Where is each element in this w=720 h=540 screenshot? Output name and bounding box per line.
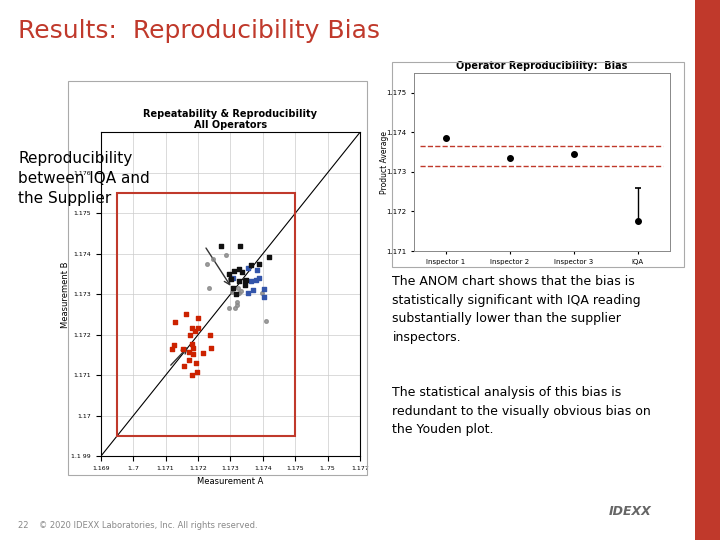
Point — [183, 356, 194, 364]
Point — [261, 316, 272, 325]
Point — [187, 349, 199, 358]
Point — [202, 260, 213, 269]
Point — [220, 251, 232, 260]
Point — [184, 331, 195, 340]
Text: IDEXX: IDEXX — [608, 505, 651, 518]
Point — [186, 371, 197, 380]
Text: Results:  Reproducibility Bias: Results: Reproducibility Bias — [18, 19, 380, 43]
Point — [225, 274, 237, 283]
Text: Reproducibility
between IQA and
the Supplier: Reproducibility between IQA and the Supp… — [18, 151, 150, 206]
Point — [187, 343, 199, 352]
Point — [233, 277, 245, 286]
Point — [205, 344, 217, 353]
Point — [177, 345, 189, 353]
Title: Operator Reproducibility:  Bias: Operator Reproducibility: Bias — [456, 60, 628, 71]
Point — [228, 267, 240, 275]
Point — [181, 310, 192, 319]
Point — [227, 284, 238, 292]
Point — [253, 259, 264, 268]
Point — [240, 276, 252, 285]
Point — [190, 359, 202, 368]
Point — [247, 286, 258, 294]
Point — [226, 287, 238, 296]
Point — [207, 254, 218, 263]
Point — [169, 318, 181, 327]
Point — [166, 345, 177, 353]
Point — [246, 261, 257, 269]
Point — [192, 323, 204, 332]
Point — [253, 274, 264, 282]
Title: Repeatability & Reproducibility
All Operators: Repeatability & Reproducibility All Oper… — [143, 109, 318, 130]
Point — [192, 314, 204, 322]
Point — [236, 268, 248, 276]
Point — [240, 280, 251, 289]
Point — [192, 368, 203, 376]
Point — [216, 241, 228, 250]
Point — [223, 303, 235, 312]
Bar — [117, 193, 295, 436]
Point — [235, 287, 247, 296]
Point — [227, 274, 238, 282]
Point — [197, 349, 209, 357]
Point — [258, 284, 270, 293]
Point — [251, 266, 263, 275]
Point — [179, 362, 190, 370]
Point — [234, 242, 246, 251]
Text: 22    © 2020 IDEXX Laboratories, Inc. All rights reserved.: 22 © 2020 IDEXX Laboratories, Inc. All r… — [18, 521, 258, 530]
Point — [189, 327, 200, 335]
Point — [186, 323, 197, 332]
Point — [245, 277, 256, 286]
Point — [251, 275, 262, 284]
Text: The statistical analysis of this bias is
redundant to the visually obvious bias : The statistical analysis of this bias is… — [392, 386, 651, 436]
Point — [183, 348, 194, 356]
Point — [232, 301, 243, 309]
Y-axis label: Measurement B: Measurement B — [61, 261, 70, 328]
Point — [204, 330, 216, 339]
X-axis label: Measurement A: Measurement A — [197, 477, 264, 485]
Point — [242, 289, 253, 298]
Point — [223, 269, 235, 278]
Y-axis label: Product Average: Product Average — [380, 131, 390, 193]
Point — [233, 288, 245, 297]
Point — [230, 303, 241, 312]
Point — [186, 339, 198, 348]
Point — [239, 276, 251, 285]
Text: The ANOM chart shows that the bias is
statistically significant with IQA reading: The ANOM chart shows that the bias is st… — [392, 275, 641, 344]
Point — [242, 264, 253, 272]
Point — [233, 265, 245, 274]
Point — [203, 284, 215, 292]
Point — [256, 289, 267, 298]
Point — [231, 298, 243, 307]
Point — [168, 341, 180, 350]
Point — [264, 253, 275, 261]
Point — [230, 290, 241, 299]
Point — [258, 293, 269, 302]
Point — [232, 284, 243, 292]
